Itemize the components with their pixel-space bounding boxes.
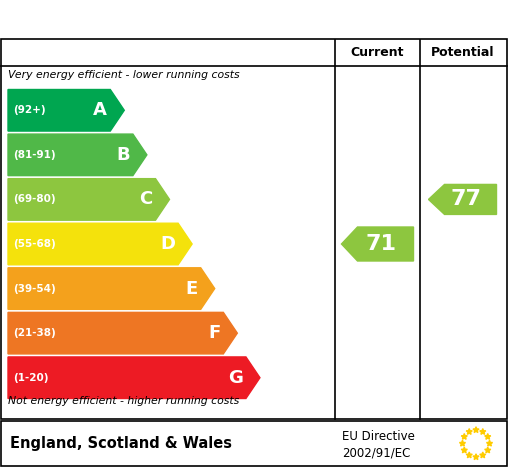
Text: 77: 77 [451,190,482,209]
Polygon shape [460,440,466,446]
Text: Very energy efficient - lower running costs: Very energy efficient - lower running co… [8,70,240,80]
Polygon shape [8,179,169,220]
Text: (81-91): (81-91) [13,150,55,160]
Polygon shape [461,433,467,439]
Polygon shape [485,447,491,453]
Polygon shape [479,429,486,434]
Polygon shape [8,223,192,265]
Text: Not energy efficient - higher running costs: Not energy efficient - higher running co… [8,396,239,406]
Polygon shape [473,454,479,460]
Text: (21-38): (21-38) [13,328,56,338]
Polygon shape [466,429,472,434]
Text: (39-54): (39-54) [13,283,56,294]
Text: Current: Current [351,45,404,58]
Polygon shape [8,90,124,131]
Text: B: B [116,146,130,164]
Text: F: F [208,324,220,342]
Polygon shape [8,312,237,354]
Polygon shape [473,427,479,432]
Polygon shape [479,452,486,458]
Text: G: G [228,369,243,387]
Text: 2002/91/EC: 2002/91/EC [342,446,410,460]
Text: EU Directive: EU Directive [342,430,415,443]
Text: (1-20): (1-20) [13,373,48,383]
Text: A: A [94,101,107,119]
Polygon shape [8,134,147,176]
Polygon shape [8,268,215,309]
Text: (69-80): (69-80) [13,194,55,205]
Polygon shape [342,227,413,261]
Text: E: E [185,280,197,297]
Text: England, Scotland & Wales: England, Scotland & Wales [10,436,232,451]
Text: 71: 71 [366,234,397,254]
Text: Potential: Potential [431,45,494,58]
Polygon shape [429,184,496,214]
Polygon shape [466,452,472,458]
Polygon shape [461,447,467,453]
Polygon shape [485,433,491,439]
Text: (55-68): (55-68) [13,239,56,249]
Text: Energy Efficiency Rating: Energy Efficiency Rating [12,9,300,29]
Polygon shape [8,357,260,398]
Polygon shape [487,440,493,446]
Text: D: D [160,235,175,253]
Text: C: C [139,191,153,208]
Text: (92+): (92+) [13,105,46,115]
